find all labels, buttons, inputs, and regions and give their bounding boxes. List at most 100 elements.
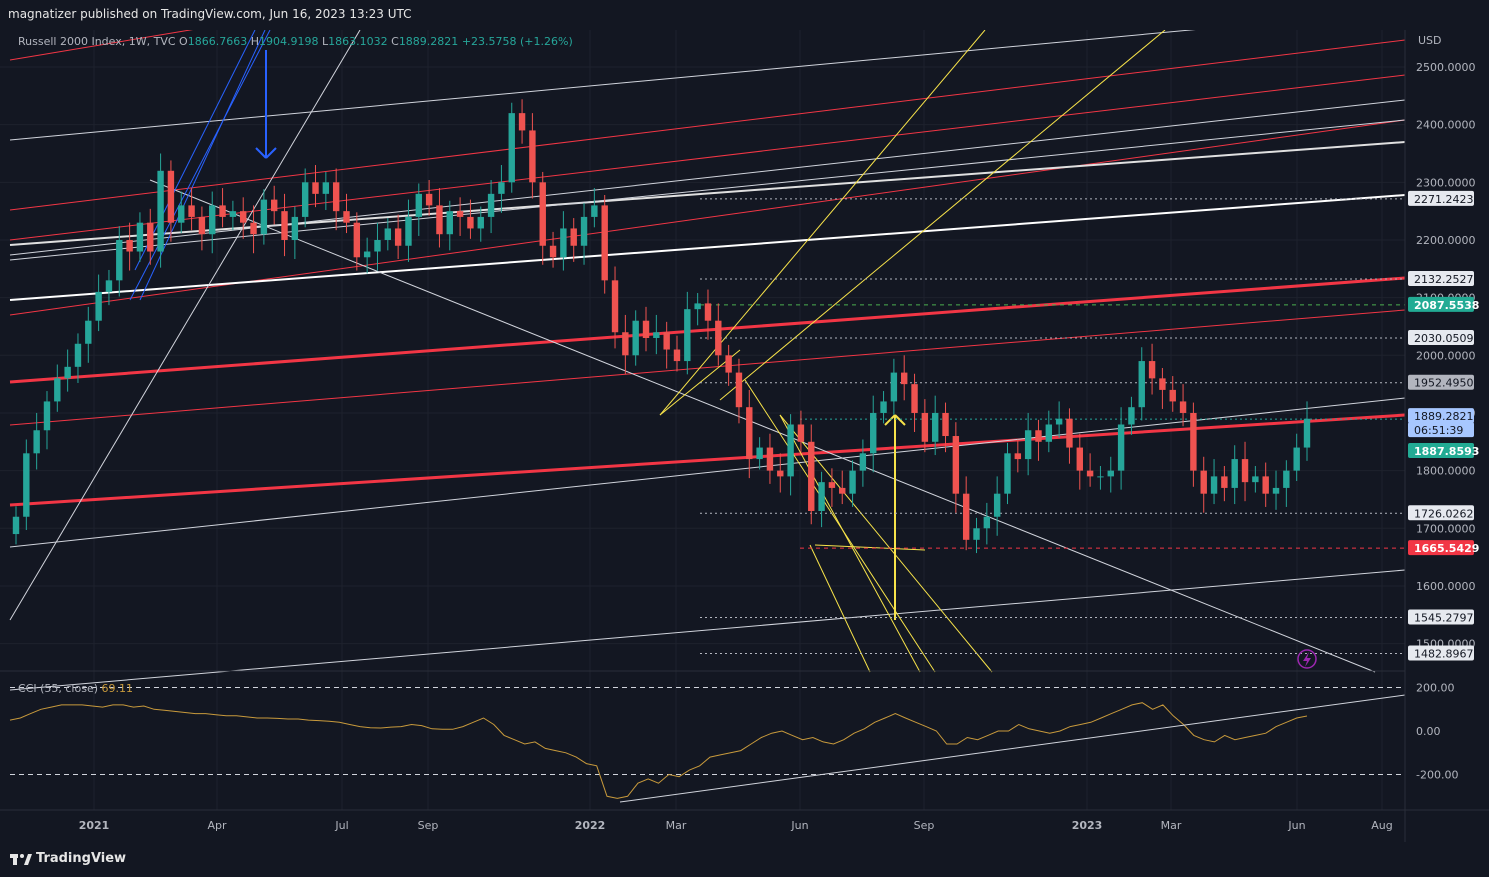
candle-body [1190, 412, 1197, 471]
candle-body [870, 412, 877, 454]
chart-area[interactable]: USD 2500.0000 2400.0000 2300.0000 2200.0000 2… [0, 9, 1489, 842]
price-label-bg [1408, 645, 1474, 661]
candle-body [105, 280, 113, 292]
candle-body [704, 303, 712, 321]
candle-body [43, 401, 51, 431]
candle-body [1004, 453, 1011, 494]
candle-body [1262, 476, 1269, 494]
y-tick-label: 2400.0000 [1416, 119, 1476, 132]
candle-body [601, 205, 608, 281]
candle-body [611, 280, 619, 333]
candle-body [322, 182, 330, 194]
candle-body [240, 211, 247, 223]
candle-body [498, 182, 505, 194]
candle-body [653, 332, 660, 339]
candle-body [549, 245, 557, 258]
price-label-bg [1408, 540, 1474, 556]
header-bar: magnatizer published on TradingView.com,… [0, 0, 1489, 30]
footer-bar: TradingView [0, 842, 1489, 877]
candle-body [446, 211, 453, 235]
candle-body [126, 239, 133, 252]
cci-line [9, 702, 1308, 799]
cci-trendline [619, 694, 1406, 803]
legend-o-label: O [179, 35, 188, 48]
candle-body [952, 436, 960, 494]
tradingview-logo[interactable]: TradingView [10, 851, 126, 866]
price-label-bg [1408, 408, 1474, 424]
y-tick-label: 1600.0000 [1416, 580, 1476, 593]
x-tick-label: Jul [334, 819, 348, 832]
lightning-icon-ring [1297, 649, 1317, 669]
candle-body [291, 216, 299, 240]
candle-body [394, 228, 402, 246]
candle-body [178, 205, 185, 223]
candle-body [931, 412, 939, 442]
trendline [9, 194, 1406, 301]
candle-body [136, 222, 144, 252]
candle-body [301, 182, 309, 217]
candle-body [808, 441, 815, 511]
candle-body [312, 182, 319, 194]
x-tick-label: Apr [207, 819, 227, 832]
x-tick-label: 2022 [575, 819, 606, 832]
y-tick-label: 1800.0000 [1416, 465, 1476, 478]
oscillator-value: 69.11 [101, 682, 134, 695]
chart-legend: Russell 2000 Index, 1W, TVC O1866.7663 H… [18, 35, 573, 48]
time-axis: 2021 Apr Jul Sep 2022 Mar Jun Sep 2023 Mar Jun Aug [0, 670, 1489, 832]
x-tick-label: Jun [1287, 819, 1305, 832]
trendline [149, 179, 1376, 673]
candle-body [839, 487, 846, 494]
trendline-drawings [9, 9, 1406, 691]
candle-body [632, 320, 639, 356]
legend-symbol: Russell 2000 Index, 1W, TVC [18, 35, 176, 48]
price-label: 1665.5429 [1414, 542, 1479, 555]
candle-body [1159, 378, 1166, 390]
price-label-bg [1408, 271, 1474, 287]
price-label: 1889.2821 [1414, 410, 1474, 423]
osc-tick-label: -200.00 [1416, 769, 1458, 782]
price-label: 1726.0262 [1414, 507, 1474, 520]
candle-body [1138, 361, 1145, 408]
candle-body [1066, 418, 1073, 448]
candle-body [1097, 476, 1104, 478]
candle-body [1076, 447, 1083, 471]
price-label: 2132.2527 [1414, 273, 1474, 286]
candle-body [777, 470, 784, 477]
candle-body [849, 470, 856, 494]
y-tick-label: 1700.0000 [1416, 522, 1476, 535]
price-chart[interactable]: USD 2500.0000 2400.0000 2300.0000 2200.0000 2… [0, 9, 1489, 842]
candle-body [1045, 424, 1053, 442]
candle-body [797, 424, 805, 442]
candle-body [363, 251, 371, 258]
candle-body [487, 193, 495, 217]
candle-body [983, 516, 991, 529]
candle-body [64, 366, 71, 379]
candle-body [415, 193, 422, 217]
trendline [134, 29, 256, 271]
osc-tick-label: 200.00 [1416, 682, 1455, 695]
legend-high: 1904.9198 [258, 35, 319, 48]
candle-body [1169, 389, 1176, 402]
trendline [884, 414, 896, 426]
legend-change: +23.5758 (+1.26%) [461, 35, 573, 48]
candle-body [993, 493, 1001, 517]
candle-body [54, 378, 61, 402]
candle-body [260, 199, 268, 235]
trendline [255, 147, 267, 159]
x-tick-label: Jun [790, 819, 808, 832]
candle-body [1024, 430, 1032, 460]
candle-body [116, 239, 123, 281]
price-label: 1482.8967 [1414, 647, 1474, 660]
trendline [9, 413, 1406, 507]
candle-body [95, 291, 102, 321]
trendline [659, 29, 986, 416]
publisher-text: magnatizer published on TradingView.com,… [8, 7, 412, 21]
candle-body [250, 222, 257, 235]
price-label: 2087.5538 [1414, 299, 1479, 312]
x-tick-label: 2023 [1072, 819, 1103, 832]
candle-body [642, 320, 650, 339]
candle-body [456, 211, 464, 217]
candle-body [673, 349, 681, 362]
trendline [894, 414, 906, 426]
candle-body [663, 332, 670, 350]
